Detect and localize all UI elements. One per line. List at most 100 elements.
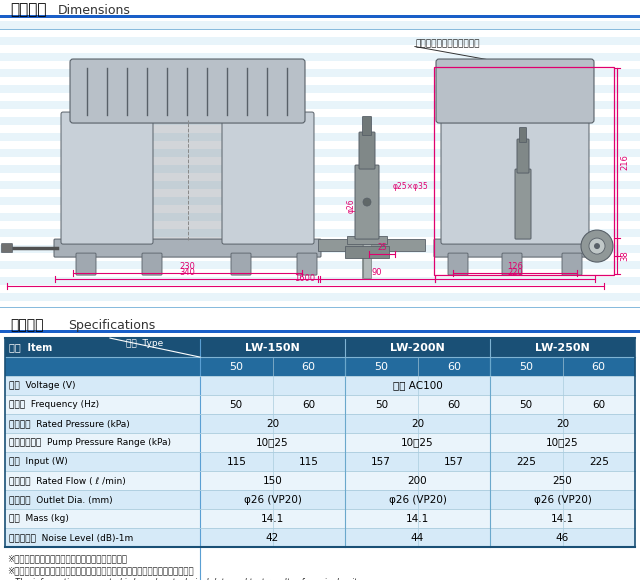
Text: φ26 (VP20): φ26 (VP20)	[388, 495, 447, 505]
Bar	[5, 471, 635, 490]
Bar	[345, 246, 389, 258]
Bar	[0, 229, 640, 237]
Text: 126: 126	[507, 262, 523, 271]
Bar	[0, 37, 640, 45]
Text: 250: 250	[552, 476, 572, 485]
Text: 14.1: 14.1	[261, 513, 284, 524]
Text: 157: 157	[444, 456, 464, 466]
Text: 標準仕様: 標準仕様	[10, 318, 44, 332]
Bar	[347, 236, 387, 244]
FancyBboxPatch shape	[502, 253, 522, 275]
Text: 吐出口径  Outlet Dia. (mm): 吐出口径 Outlet Dia. (mm)	[9, 495, 113, 504]
Circle shape	[581, 230, 613, 262]
Text: リリーフバルブ（付属品）: リリーフバルブ（付属品）	[415, 39, 479, 49]
FancyBboxPatch shape	[515, 169, 531, 239]
Text: 単相 AC100: 単相 AC100	[392, 380, 442, 390]
Text: 14.1: 14.1	[406, 513, 429, 524]
FancyBboxPatch shape	[297, 253, 317, 275]
Text: φ25×φ35: φ25×φ35	[393, 182, 429, 191]
Bar	[0, 165, 640, 173]
Text: 60: 60	[592, 361, 605, 372]
Text: 10～25: 10～25	[401, 437, 434, 448]
FancyBboxPatch shape	[61, 112, 153, 244]
Text: LW-200N: LW-200N	[390, 343, 445, 353]
Bar	[0, 117, 640, 125]
Bar	[0, 149, 640, 157]
Text: 1600: 1600	[294, 274, 316, 283]
Text: 20: 20	[411, 419, 424, 429]
Text: 14.1: 14.1	[551, 513, 574, 524]
Bar	[5, 452, 635, 471]
Bar	[5, 490, 635, 509]
Text: 50: 50	[374, 400, 388, 409]
Bar	[318, 239, 425, 251]
Text: 225: 225	[589, 456, 609, 466]
Bar	[0, 213, 640, 221]
Text: 60: 60	[301, 361, 316, 372]
FancyBboxPatch shape	[54, 239, 321, 257]
Text: 115: 115	[299, 456, 319, 466]
FancyBboxPatch shape	[441, 110, 589, 244]
Text: 50: 50	[519, 361, 533, 372]
Bar	[0, 330, 640, 333]
Bar	[0, 101, 640, 109]
Bar	[0, 69, 640, 77]
Circle shape	[363, 198, 371, 206]
FancyBboxPatch shape	[362, 117, 371, 136]
Text: 38: 38	[620, 251, 629, 262]
Bar	[5, 357, 635, 376]
Circle shape	[589, 238, 605, 254]
Text: 25: 25	[377, 242, 387, 252]
Text: 220: 220	[507, 267, 523, 277]
FancyBboxPatch shape	[434, 239, 596, 257]
Text: φ26: φ26	[346, 199, 355, 213]
Text: 216: 216	[620, 154, 629, 170]
Text: 225: 225	[516, 456, 536, 466]
FancyBboxPatch shape	[70, 59, 305, 123]
Bar	[5, 509, 635, 528]
Text: 60: 60	[592, 400, 605, 409]
Bar	[0, 21, 640, 29]
FancyBboxPatch shape	[142, 253, 162, 275]
Text: 50: 50	[229, 361, 243, 372]
Text: 20: 20	[556, 419, 569, 429]
Text: 50: 50	[374, 361, 388, 372]
FancyBboxPatch shape	[562, 253, 582, 275]
Bar	[5, 528, 635, 547]
Bar	[0, 307, 640, 308]
Text: 150: 150	[262, 476, 282, 485]
FancyBboxPatch shape	[355, 165, 379, 239]
Text: 使用圧力範囲  Pump Pressure Range (kPa): 使用圧力範囲 Pump Pressure Range (kPa)	[9, 438, 171, 447]
FancyBboxPatch shape	[359, 132, 375, 169]
Bar	[434, 67, 614, 275]
FancyBboxPatch shape	[1, 244, 13, 252]
Text: 10～25: 10～25	[546, 437, 579, 448]
Bar	[0, 29, 640, 30]
Bar	[5, 376, 635, 395]
Text: 90: 90	[371, 267, 381, 277]
FancyBboxPatch shape	[436, 59, 594, 123]
Text: 電圧  Voltage (V): 電圧 Voltage (V)	[9, 381, 76, 390]
Text: 60: 60	[447, 361, 461, 372]
Text: 入力  Input (W): 入力 Input (W)	[9, 457, 68, 466]
Text: 騒音レベル  Noise Level (dB)-1m: 騒音レベル Noise Level (dB)-1m	[9, 533, 133, 542]
Text: 周波数  Frequency (Hz): 周波数 Frequency (Hz)	[9, 400, 99, 409]
Text: The information presented is based on technical data and test results of nominal: The information presented is based on te…	[15, 578, 364, 580]
Text: 定格圧力  Rated Pressure (kPa): 定格圧力 Rated Pressure (kPa)	[9, 419, 130, 428]
FancyBboxPatch shape	[448, 253, 468, 275]
Bar	[0, 277, 640, 285]
Text: Dimensions: Dimensions	[58, 3, 131, 16]
Text: 型式  Type: 型式 Type	[126, 339, 164, 348]
Text: 50: 50	[520, 400, 533, 409]
Bar	[0, 293, 640, 301]
Text: 60: 60	[302, 400, 316, 409]
Text: 42: 42	[266, 532, 279, 542]
Text: 定格風量  Rated Flow ( ℓ /min): 定格風量 Rated Flow ( ℓ /min)	[9, 476, 125, 485]
Bar	[0, 245, 640, 253]
Text: 115: 115	[227, 456, 246, 466]
Text: φ26 (VP20): φ26 (VP20)	[244, 495, 301, 505]
Text: LW-250N: LW-250N	[535, 343, 590, 353]
Bar	[0, 197, 640, 205]
Bar	[149, 120, 226, 240]
Text: 10～25: 10～25	[256, 437, 289, 448]
